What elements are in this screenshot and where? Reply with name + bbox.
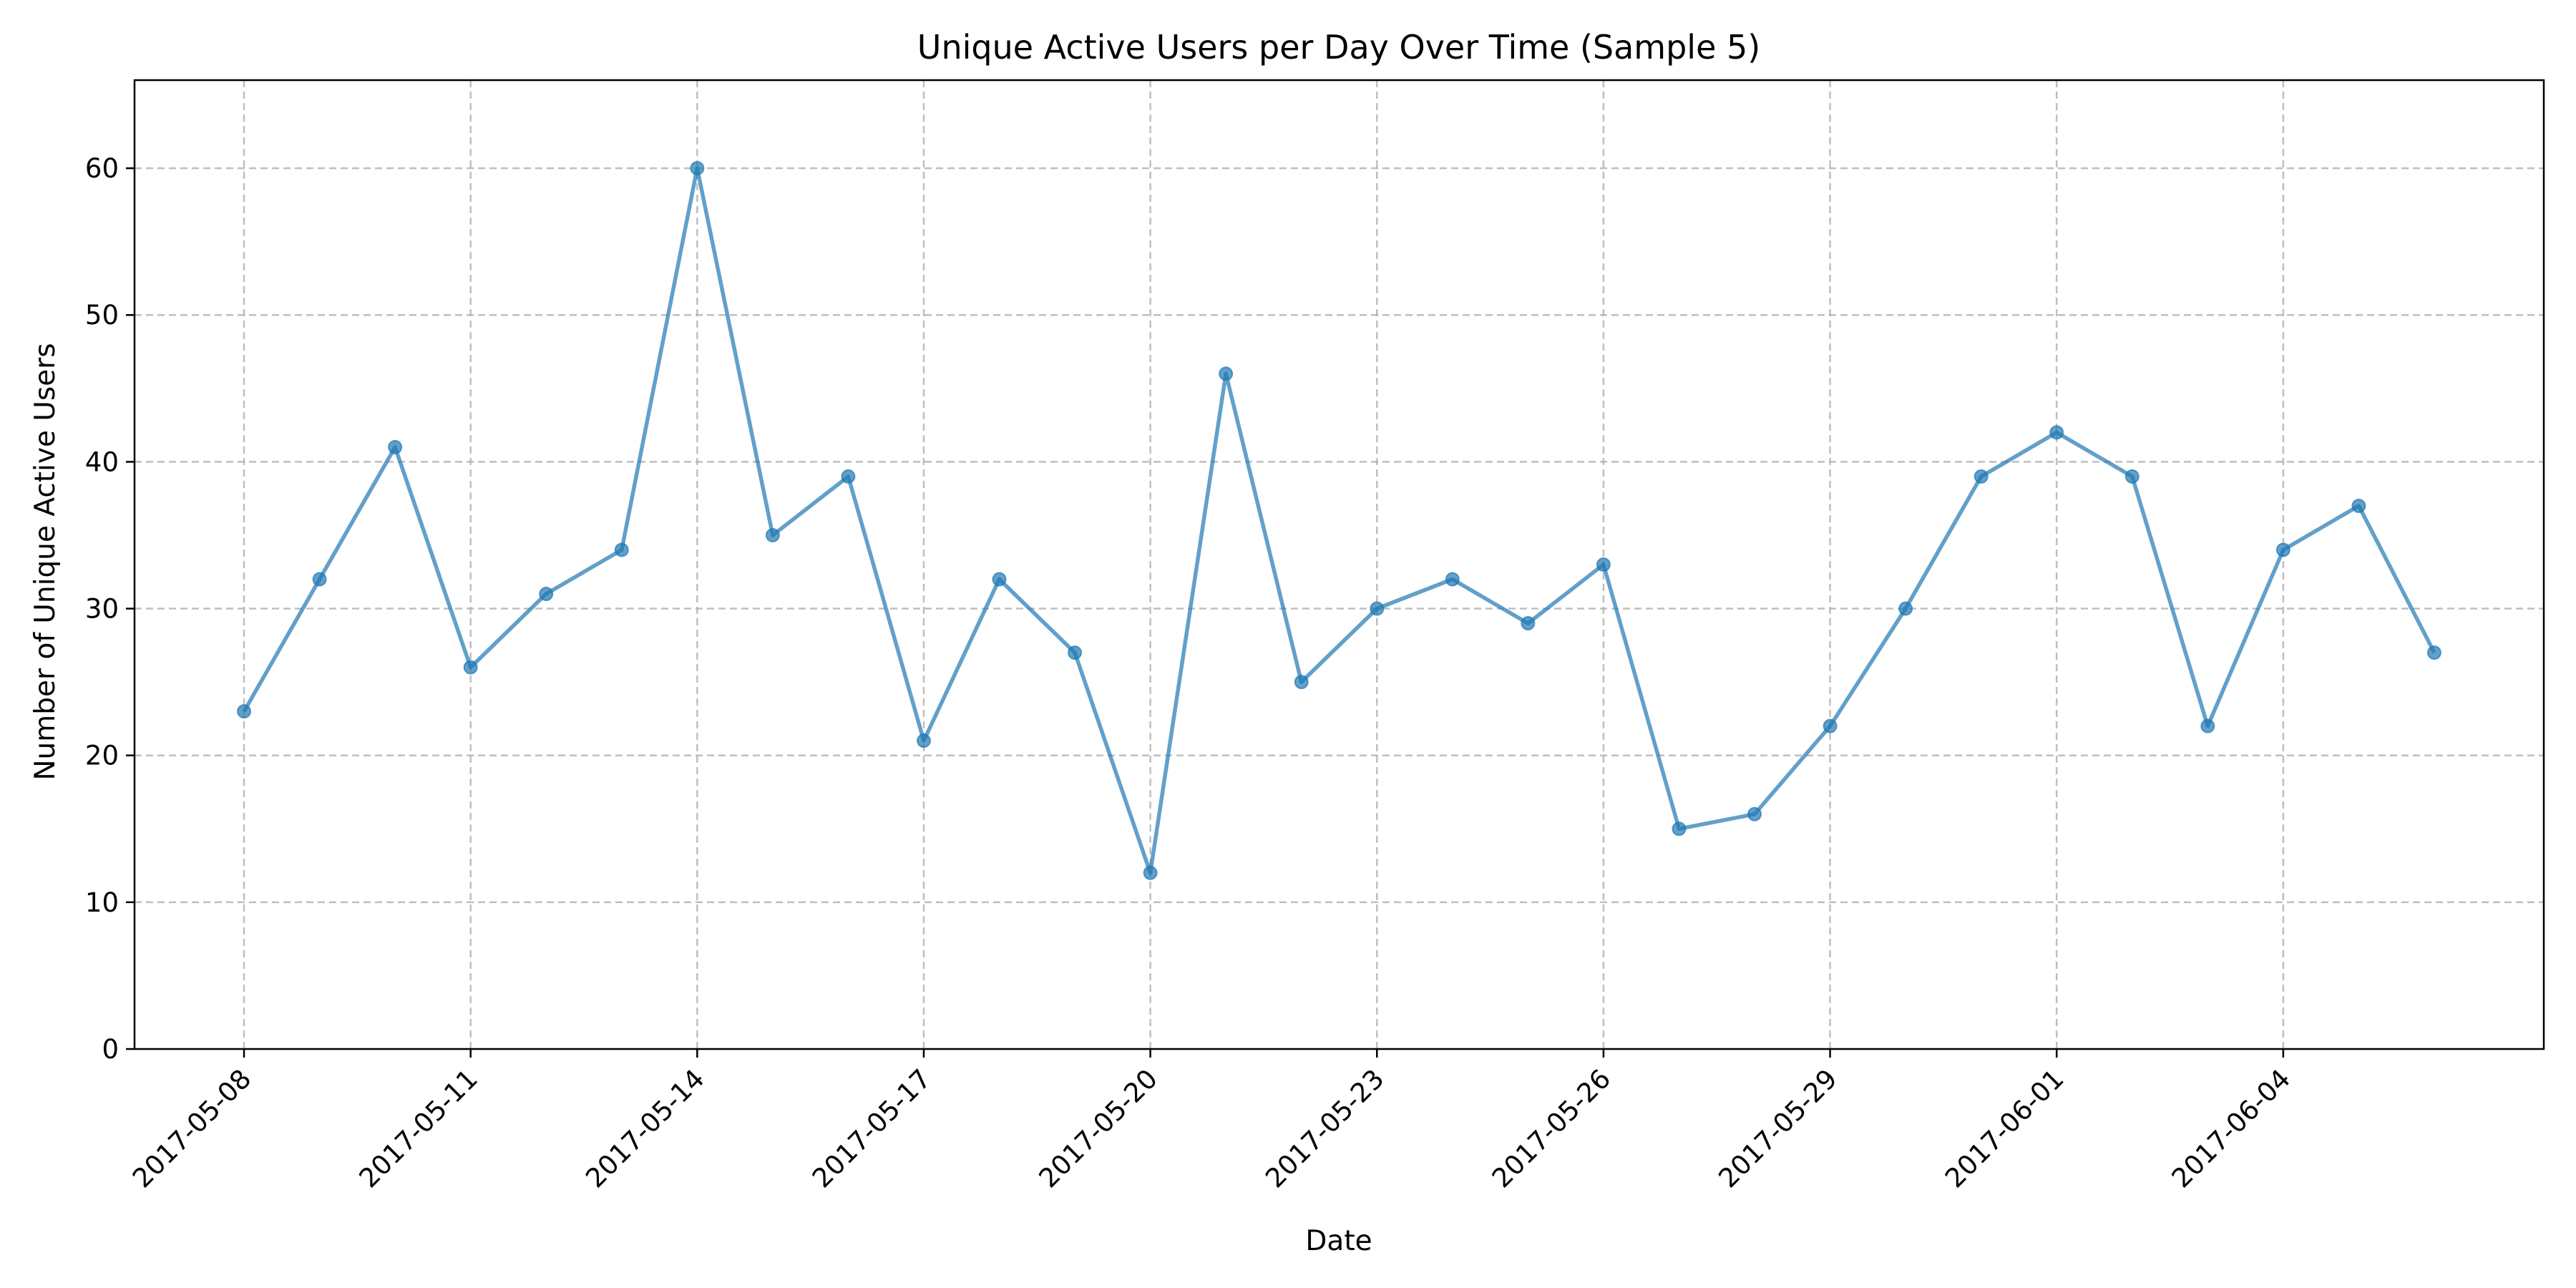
- x-tick-label: 2017-05-11: [353, 1063, 484, 1194]
- data-point: [1823, 718, 1838, 733]
- data-point: [1219, 366, 1234, 381]
- y-axis-label: Number of Unique Active Users: [29, 343, 62, 780]
- data-point: [841, 469, 856, 484]
- x-tick-label: 2017-05-14: [580, 1063, 710, 1194]
- axes-layer: 2017-05-08 2017-05-11 2017-05-14 2017-05-17…: [85, 79, 2545, 1194]
- y-tick-label: 0: [102, 1034, 119, 1065]
- data-point: [1294, 675, 1309, 690]
- y-tick-label: 10: [85, 887, 119, 918]
- data-point: [463, 660, 478, 675]
- data-point: [1370, 601, 1385, 616]
- data-point: [1521, 616, 1536, 631]
- y-tick-label: 40: [85, 447, 119, 477]
- chart-title: Unique Active Users per Day Over Time (S…: [917, 28, 1760, 67]
- y-tick-label: 30: [85, 594, 119, 625]
- y-tick-label: 50: [85, 300, 119, 331]
- data-point: [1672, 821, 1687, 836]
- data-point: [539, 587, 554, 602]
- data-point: [2275, 542, 2290, 557]
- x-tick-label: 2017-05-29: [1712, 1063, 1843, 1194]
- x-tick-label: 2017-05-20: [1033, 1063, 1163, 1194]
- data-point: [237, 704, 252, 719]
- x-tick-label: 2017-05-08: [127, 1063, 257, 1194]
- data-point: [765, 527, 780, 542]
- plot-frame: [133, 79, 2545, 1050]
- x-tick-label: 2017-06-01: [1939, 1063, 2069, 1194]
- x-tick-label: 2017-06-04: [2166, 1063, 2296, 1194]
- series-layer: [237, 161, 2441, 880]
- data-point: [2124, 469, 2140, 484]
- data-point: [1068, 645, 1083, 660]
- y-tick-label: 20: [85, 741, 119, 771]
- data-point: [916, 733, 931, 748]
- data-point: [388, 439, 403, 454]
- y-tick-label: 60: [85, 153, 119, 184]
- data-point: [1747, 806, 1762, 821]
- data-point: [1143, 865, 1158, 880]
- data-point: [1898, 601, 1913, 616]
- series-line: [242, 166, 2436, 875]
- data-point: [2200, 718, 2215, 733]
- x-tick-label: 2017-05-23: [1259, 1063, 1390, 1194]
- data-point: [2049, 425, 2064, 440]
- data-point: [1596, 557, 1611, 572]
- data-point: [614, 542, 629, 557]
- data-point: [690, 161, 705, 176]
- x-tick-label: 2017-05-26: [1486, 1063, 1616, 1194]
- x-axis-label: Date: [1305, 1225, 1372, 1257]
- data-point: [312, 572, 327, 587]
- data-point: [1974, 469, 1989, 484]
- data-point: [1445, 572, 1460, 587]
- x-tick-label: 2017-05-17: [806, 1063, 937, 1194]
- data-point: [992, 572, 1007, 587]
- grid-layer: [135, 80, 2544, 1049]
- data-point: [2351, 498, 2366, 513]
- data-point: [2426, 645, 2441, 660]
